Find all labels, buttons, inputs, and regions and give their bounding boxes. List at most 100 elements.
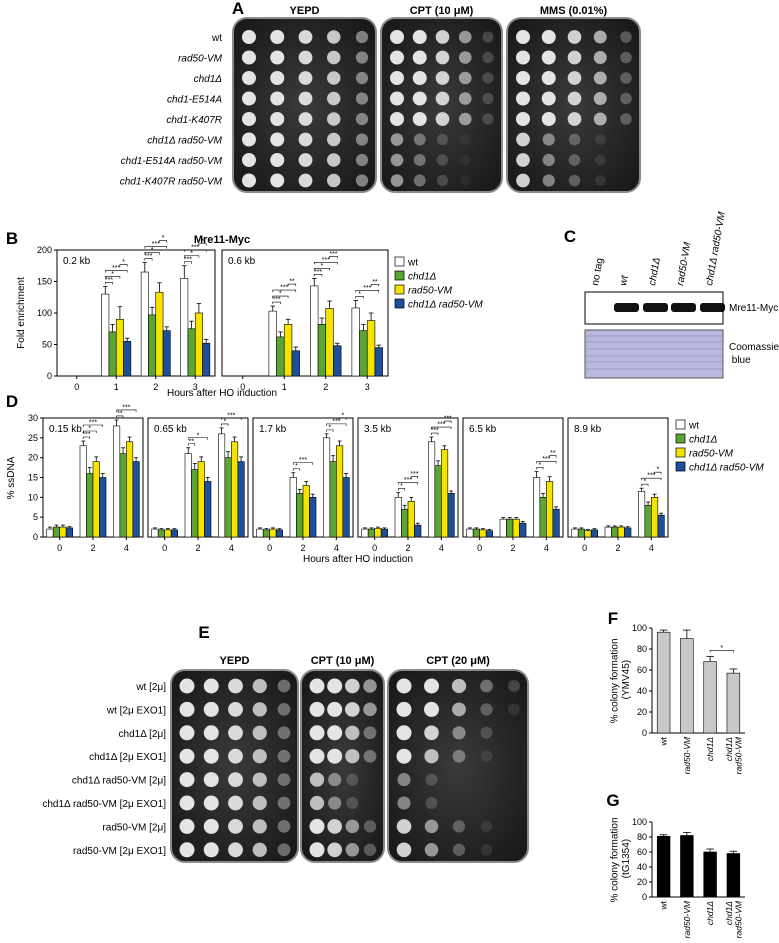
x-tick-label: chd1Δ rad50-VM (724, 736, 743, 777)
significance-bracket (272, 301, 281, 305)
error-bar (127, 436, 132, 442)
colony-spot (277, 820, 291, 833)
colony-spot (516, 30, 530, 44)
significance-bracket (654, 471, 662, 475)
significance-label: *** (437, 422, 445, 429)
colony-spot (568, 133, 581, 146)
significance-bracket (198, 243, 207, 246)
colony-spot (327, 30, 341, 44)
colony-spot (277, 703, 291, 716)
colony-spot (203, 795, 219, 811)
colony-spot (298, 132, 313, 147)
colony-spot (228, 725, 243, 741)
error-bar (375, 526, 380, 529)
colony-spot (179, 842, 195, 858)
y-tick-label: 20 (637, 707, 647, 717)
significance-label: * (223, 418, 226, 425)
significance-bracket (116, 415, 124, 418)
colony-spot (516, 71, 530, 85)
bar (157, 529, 165, 538)
bar (656, 631, 671, 734)
panel-label: 6.5 kb (469, 424, 497, 435)
plot-frame (221, 249, 389, 377)
colony-spot (516, 50, 530, 65)
significance-bracket (116, 409, 137, 412)
colony-spot (390, 71, 404, 85)
blot-frame (584, 291, 724, 325)
bar (148, 314, 157, 377)
colony-spot (345, 678, 360, 694)
figure-label: A (232, 0, 244, 18)
colony-spot (309, 795, 325, 811)
error-bar (429, 436, 434, 442)
error-bar (368, 312, 374, 321)
significance-bracket (144, 246, 168, 249)
bar (119, 453, 127, 538)
bar (184, 453, 192, 538)
colony-spot (327, 819, 342, 834)
error-bar (334, 342, 340, 346)
error-bar (114, 419, 119, 426)
significance-label: * (400, 483, 403, 490)
legend-label: chd1Δ rad50-VM (408, 300, 483, 311)
colony-spot (327, 132, 341, 147)
plate (300, 669, 385, 863)
bar (164, 529, 172, 538)
condition-label: MMS (0.01%) (540, 5, 608, 17)
significance-label: * (341, 412, 344, 419)
bar (407, 500, 415, 538)
y-tick-label: 80 (637, 832, 647, 842)
significance-label: *** (112, 265, 120, 272)
colony-spot (424, 819, 439, 834)
x-axis-label: Hours after HO induction (167, 388, 277, 399)
error-bar (159, 528, 164, 530)
colony-spot (298, 153, 313, 167)
condition-label: CPT (10 μM) (410, 5, 474, 17)
significance-bracket (221, 423, 229, 426)
colony-spot (568, 174, 581, 187)
y-tick-label: 0 (642, 892, 647, 902)
colony-spot (413, 133, 426, 146)
strain-label: rad50-VM [2μ] (102, 822, 166, 833)
colony-spot (346, 797, 359, 809)
bar (276, 336, 285, 377)
colony-spot (390, 112, 404, 126)
bar (126, 441, 134, 538)
colony-spot (425, 773, 438, 786)
bar (466, 528, 474, 538)
significance-bracket (549, 455, 557, 458)
colony-spot (363, 749, 377, 763)
colony-spot (593, 112, 607, 126)
bar (101, 293, 110, 377)
bar (447, 493, 455, 538)
significance-bracket (183, 249, 207, 252)
error-bar (659, 512, 664, 516)
error-bar (547, 476, 552, 482)
bar (132, 461, 140, 538)
significance-label: *** (542, 456, 550, 463)
y-tick-label: 60 (637, 665, 647, 675)
bar (329, 461, 337, 538)
significance-label: ** (289, 279, 295, 286)
bar (342, 477, 350, 538)
bar (394, 497, 402, 538)
error-bar (226, 451, 231, 458)
significance-label: *** (272, 297, 280, 304)
colony-spot (459, 175, 471, 186)
significance-bracket (82, 424, 104, 428)
y-tick-label: 80 (637, 644, 647, 654)
bar (584, 530, 592, 538)
significance-bracket (536, 461, 557, 464)
significance-label: * (538, 462, 541, 469)
error-bar (501, 517, 506, 520)
colony-spot (298, 50, 313, 65)
bar (197, 461, 205, 538)
error-bar (219, 427, 224, 434)
significance-bracket (410, 476, 419, 479)
colony-spot (327, 725, 343, 741)
x-tick-label: wt (659, 900, 669, 910)
y-tick-label: 20 (637, 877, 647, 887)
y-tick-label: 0 (33, 532, 38, 542)
colony-spot (203, 678, 219, 694)
x-tick-label: 4 (649, 543, 654, 553)
